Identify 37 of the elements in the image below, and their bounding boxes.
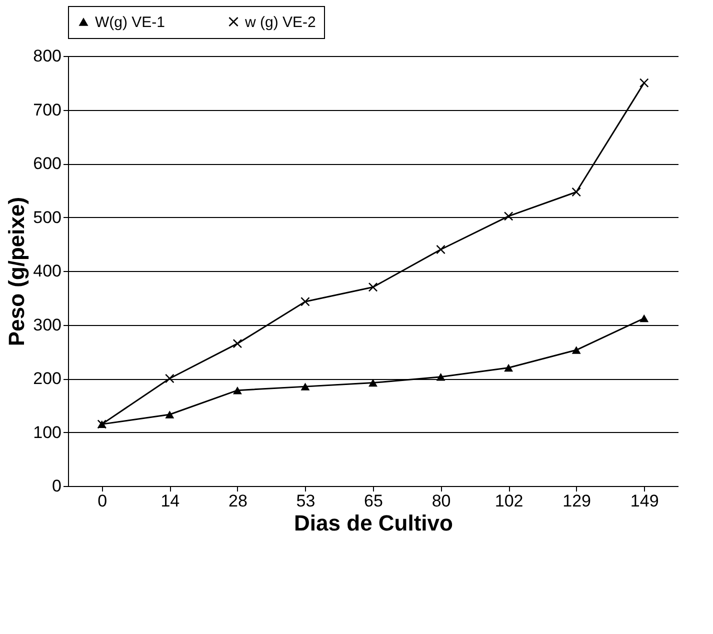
y-tick-label: 200 <box>33 369 62 388</box>
point <box>640 314 649 322</box>
y-tick-label: 600 <box>33 154 62 173</box>
point <box>572 188 581 196</box>
y-tick-label: 300 <box>33 315 62 334</box>
point <box>640 78 649 88</box>
point <box>165 374 174 383</box>
point <box>504 364 514 372</box>
x-tick-label: 149 <box>630 492 659 510</box>
x-tick-label: 129 <box>562 492 592 510</box>
point <box>504 212 514 221</box>
point <box>232 339 242 348</box>
x-tick-label: 0 <box>98 492 108 510</box>
legend-label: W(g) VE-1 <box>95 14 166 31</box>
point <box>232 386 242 394</box>
y-tick-label: 100 <box>33 422 62 442</box>
y-tick-label: 800 <box>33 46 62 66</box>
legend-label: w (g) VE-2 <box>244 14 316 31</box>
point <box>572 346 581 354</box>
x-tick-label: 14 <box>160 492 180 510</box>
y-axis-title: Peso (g/peixe) <box>4 196 30 346</box>
x-tick-label: 65 <box>364 492 383 510</box>
x-tick-label: 28 <box>228 492 248 510</box>
x-tick-label: 102 <box>494 492 524 510</box>
point <box>300 382 310 390</box>
point <box>436 245 446 254</box>
point <box>436 373 446 381</box>
y-tick-label: 700 <box>33 100 62 120</box>
point <box>368 282 378 292</box>
x-axis-title: Dias de Cultivo <box>294 510 453 536</box>
point <box>300 297 310 306</box>
y-tick-label: 400 <box>33 262 62 280</box>
x-tick-label: 53 <box>296 492 316 510</box>
point <box>165 410 174 418</box>
y-tick-label: 0 <box>52 476 62 496</box>
y-tick-label: 500 <box>33 208 62 227</box>
x-tick-label: 80 <box>432 492 451 510</box>
